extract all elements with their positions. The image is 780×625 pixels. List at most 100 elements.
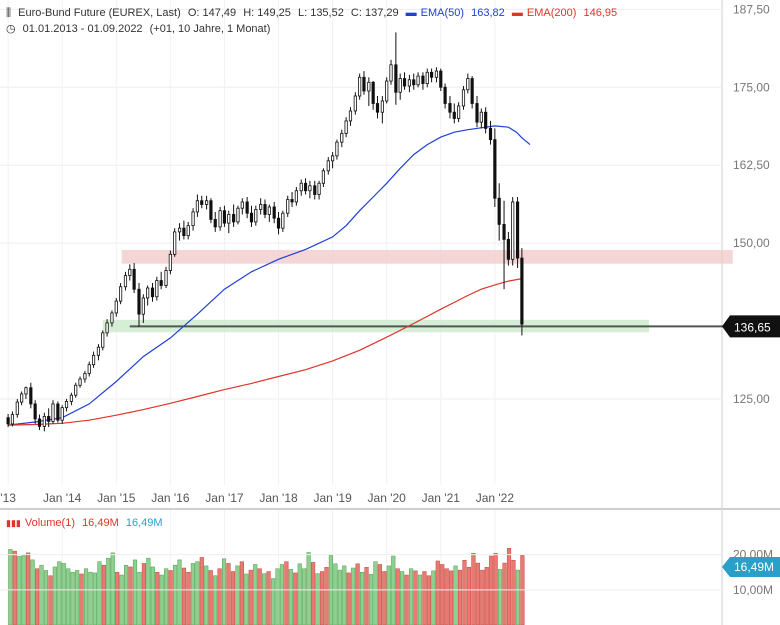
volume-bar [168, 570, 173, 625]
candle [186, 225, 190, 237]
volume-bar [444, 568, 449, 625]
volume-bar [262, 573, 267, 625]
volume-bar [315, 573, 320, 625]
candle [479, 111, 483, 123]
x-tick-label: Jan '20 [368, 491, 407, 505]
candle [15, 401, 19, 415]
candle [299, 182, 303, 192]
candle [484, 111, 488, 129]
volume-bar [270, 578, 276, 625]
volume-bar [17, 556, 22, 625]
candle [128, 268, 132, 276]
volume-bar [12, 550, 17, 625]
ema50-legend-label[interactable]: EMA(50) [420, 7, 465, 19]
volume-bar [275, 568, 280, 625]
volume-bar [279, 564, 285, 625]
candle [367, 81, 371, 92]
candle [303, 182, 308, 192]
volume-bar [346, 572, 351, 625]
volume-bar [413, 570, 418, 625]
volume-bar [43, 570, 49, 625]
candle [159, 280, 163, 286]
candle [105, 322, 109, 334]
volume-bar [360, 571, 365, 625]
candle [123, 275, 128, 288]
date-range-row: ◷ 01.01.2013 - 01.09.2022 (+01, 10 Jahre… [6, 22, 274, 35]
volume-bar [244, 573, 249, 625]
volume-bar [368, 574, 374, 625]
volume-bar [493, 552, 498, 625]
volume-bar [342, 565, 347, 625]
x-tick-label: Jan '17 [205, 491, 244, 505]
volume-bar [453, 565, 458, 625]
candle [29, 387, 33, 405]
volume-bar [386, 565, 391, 625]
candle [416, 75, 420, 86]
volume-bar [253, 564, 258, 625]
candle [137, 288, 141, 315]
volume-bar [97, 561, 102, 625]
candle [164, 270, 168, 286]
x-tick-label: Jan '18 [259, 491, 298, 505]
volume-header: ▮▮▮ Volume(1) 16,49M 16,49M [6, 517, 167, 529]
candlestick-icon[interactable]: ⫼ [6, 6, 12, 19]
volume-bar [155, 571, 160, 625]
candle [412, 79, 416, 86]
candle [227, 214, 231, 224]
volume-bar [186, 571, 191, 625]
volume-bar [502, 562, 507, 625]
candle [439, 70, 443, 88]
resistance-zone [121, 249, 733, 264]
y-tick-label: 175,00 [733, 80, 770, 94]
volume-label[interactable]: Volume(1) [24, 517, 75, 529]
volume-bar [221, 558, 227, 625]
volume-bar [230, 571, 236, 625]
candle [56, 403, 60, 421]
volume-bar [119, 574, 124, 625]
candle [33, 403, 37, 420]
candle [286, 199, 290, 214]
candle [380, 100, 384, 113]
volume-bar [101, 564, 106, 625]
candle [232, 214, 236, 223]
candle [348, 110, 353, 122]
candle [335, 141, 339, 157]
candle [294, 190, 298, 203]
instrument-title: Euro-Bund Future (EUREX, Last) [18, 7, 181, 19]
volume-bar [302, 568, 307, 625]
candle [371, 81, 375, 104]
volume-bar [88, 571, 93, 625]
candle [313, 185, 317, 195]
volume-bar [208, 570, 213, 625]
volume-bar [480, 569, 485, 625]
volume-bar [506, 548, 512, 625]
volume-bar [333, 563, 338, 625]
volume-bar [235, 565, 240, 625]
volume-bar [408, 568, 414, 625]
x-tick-label: Jan '15 [97, 491, 136, 505]
volume-bar [164, 568, 169, 625]
volume-bar [204, 565, 209, 625]
current-volume-label: 16,49M [734, 560, 774, 574]
candle [78, 378, 82, 386]
volume-bar [426, 575, 431, 625]
candle [385, 80, 389, 102]
candle [466, 78, 470, 91]
volume-bar [475, 562, 480, 625]
close-value: C: 137,29 [350, 7, 399, 19]
volume-bar [70, 571, 75, 625]
volume-bar [306, 552, 311, 625]
candle [209, 200, 213, 220]
volume-bar [213, 575, 218, 625]
candle [344, 120, 348, 134]
ema200-legend-label[interactable]: EMA(200) [526, 7, 577, 19]
candle [452, 111, 456, 119]
candle [290, 199, 294, 203]
x-tick-label: '13 [0, 491, 16, 505]
volume-bar [39, 564, 44, 625]
candle [20, 393, 24, 403]
candle [83, 373, 87, 380]
candle [272, 206, 276, 219]
volume-bar [239, 561, 244, 625]
volume-bar [293, 572, 298, 625]
